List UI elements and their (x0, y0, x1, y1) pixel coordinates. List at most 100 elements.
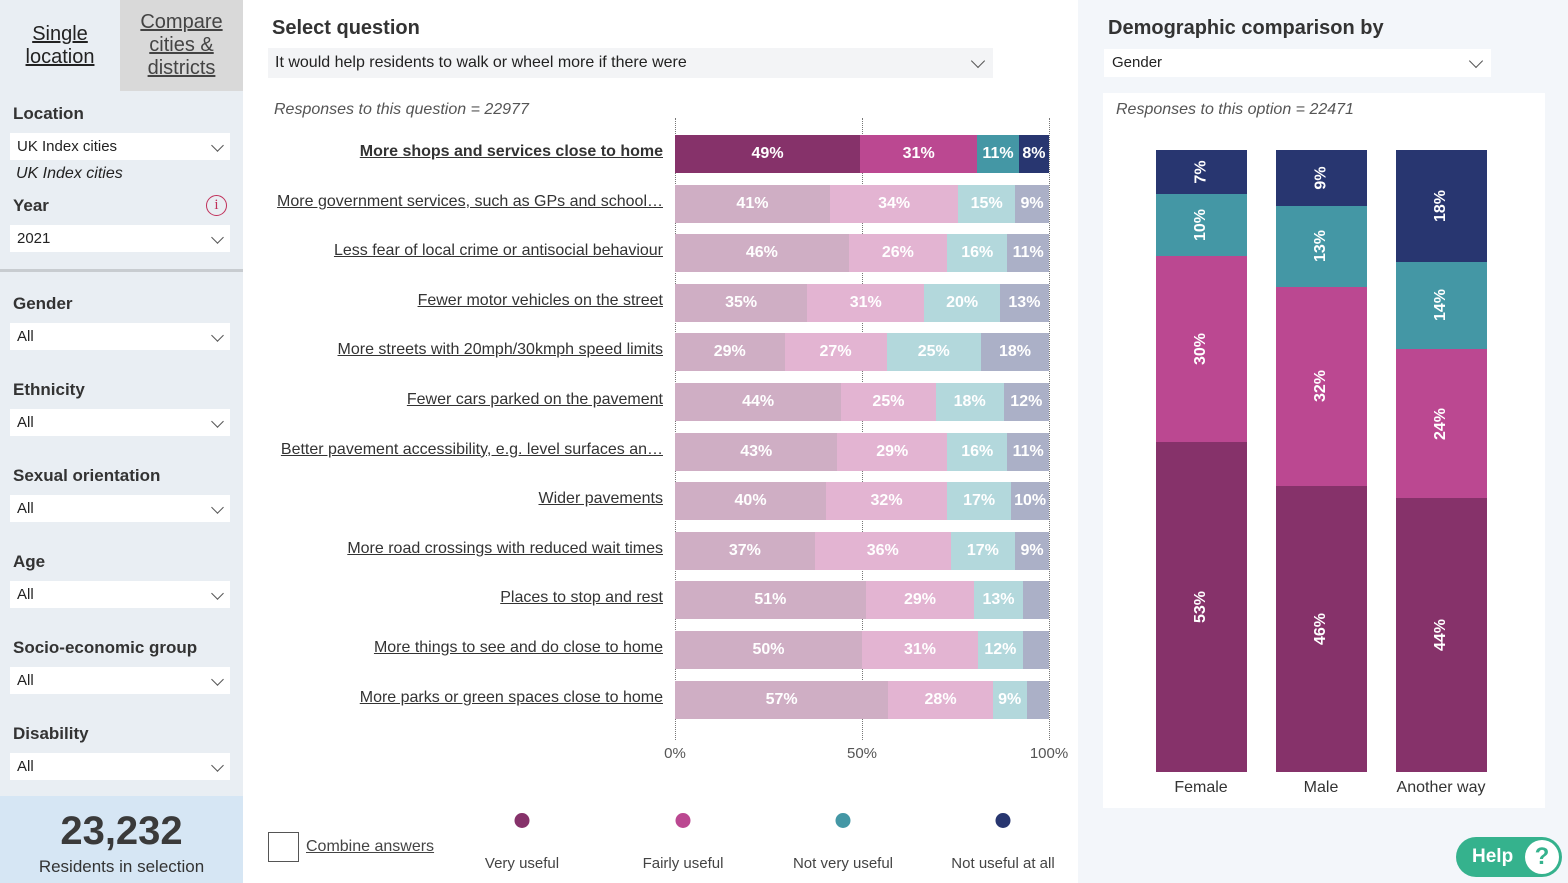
column-data-label: 9% (1312, 166, 1330, 190)
bar-segment[interactable]: 57% (675, 680, 889, 719)
bar-segment[interactable]: 8% (1018, 135, 1049, 173)
bar-segment[interactable]: 13% (999, 283, 1049, 322)
bar-segment[interactable]: 12% (977, 631, 1023, 669)
bar-segment[interactable]: 15% (958, 184, 1015, 223)
column-segment[interactable]: 44% (1396, 498, 1487, 772)
column-segment[interactable]: 10% (1156, 193, 1247, 256)
bar-segment[interactable]: 9% (992, 680, 1027, 719)
bar-segment[interactable]: 35% (675, 283, 808, 322)
column-segment[interactable]: 24% (1396, 349, 1487, 499)
sexual-orientation-select[interactable]: All (10, 495, 230, 522)
help-button[interactable]: Help ? (1456, 837, 1562, 877)
bar-segment[interactable]: 37% (675, 531, 815, 570)
bar-segment[interactable]: 31% (862, 631, 978, 669)
bar-segment[interactable]: 29% (865, 581, 975, 620)
legend-dot (514, 813, 530, 828)
bar-segment[interactable]: 36% (814, 531, 951, 570)
bar-segment[interactable]: 29% (837, 432, 947, 471)
column-segment[interactable]: 9% (1276, 150, 1367, 206)
row-label[interactable]: More things to see and do close to home (373, 639, 663, 656)
column-segment[interactable]: 18% (1396, 150, 1487, 262)
bar-segment[interactable]: 11% (1007, 432, 1049, 471)
bar-data-label: 27% (819, 343, 852, 361)
bar-segment[interactable]: 40% (675, 482, 827, 521)
bar-segment[interactable]: 27% (784, 333, 887, 372)
bar-segment[interactable]: 18% (981, 333, 1049, 372)
year-select[interactable]: 2021 (10, 225, 230, 252)
bar-segment[interactable]: 41% (675, 184, 830, 223)
chevron-down-icon (211, 587, 224, 600)
bar-segment[interactable]: 31% (860, 135, 978, 173)
bar-segment[interactable]: 26% (848, 234, 947, 273)
bar-segment[interactable] (1022, 631, 1049, 669)
bar-segment[interactable]: 11% (1007, 234, 1049, 273)
row-label[interactable]: Less fear of local crime or antisocial b… (333, 242, 663, 260)
disability-select[interactable]: All (10, 753, 230, 780)
bar-data-label: 31% (849, 293, 882, 311)
bar-segment[interactable]: 44% (675, 383, 842, 421)
bar-segment[interactable] (1022, 581, 1049, 620)
demographic-select[interactable]: Gender (1104, 49, 1491, 77)
column-data-label: 14% (1432, 289, 1450, 322)
age-select[interactable]: All (10, 581, 230, 608)
row-label[interactable]: Wider pavements (538, 490, 664, 508)
bar-segment[interactable]: 17% (947, 482, 1012, 521)
gender-select[interactable]: All (10, 323, 230, 350)
row-label[interactable]: More parks or green spaces close to home (359, 688, 663, 706)
bar-segment[interactable]: 25% (886, 333, 981, 372)
disability-label: Disability (13, 724, 89, 743)
bar-segment[interactable]: 20% (924, 283, 1000, 322)
row-label[interactable]: Places to stop and rest (500, 589, 663, 607)
info-icon[interactable]: i (206, 195, 227, 216)
bar-segment[interactable]: 25% (841, 383, 936, 421)
bar-segment[interactable]: 29% (675, 333, 785, 372)
column-segment[interactable]: 46% (1276, 485, 1367, 772)
bar-segment[interactable]: 11% (977, 135, 1019, 173)
bar-segment[interactable]: 9% (1015, 531, 1049, 570)
bar-segment[interactable]: 32% (826, 482, 947, 521)
sexual-orientation-label: Sexual orientation (13, 466, 161, 485)
column-segment[interactable]: 13% (1276, 205, 1367, 287)
bar-segment[interactable]: 16% (947, 432, 1008, 471)
column-segment[interactable]: 32% (1276, 286, 1367, 486)
bar-segment[interactable]: 10% (1011, 482, 1049, 521)
bar-segment[interactable]: 46% (675, 234, 849, 273)
question-select[interactable]: It would help residents to walk or wheel… (268, 48, 993, 78)
bar-segment[interactable]: 17% (950, 531, 1015, 570)
bar-segment[interactable]: 9% (1015, 184, 1049, 223)
bar-segment[interactable]: 12% (1003, 383, 1049, 421)
column-segment[interactable]: 53% (1156, 442, 1247, 772)
bar-segment[interactable]: 13% (974, 581, 1023, 620)
bar-data-label: 43% (740, 442, 773, 460)
bar-data-label: 46% (745, 244, 778, 262)
location-select[interactable]: UK Index cities (10, 133, 230, 160)
bar-segment[interactable]: 34% (829, 184, 959, 223)
combine-answers-label[interactable]: Combine answers (306, 838, 435, 855)
bar-segment[interactable]: 43% (675, 432, 838, 471)
chevron-down-icon (211, 501, 224, 514)
tab-single-location[interactable]: Single location (25, 23, 95, 68)
row-label[interactable]: More government services, such as GPs an… (277, 192, 663, 210)
column-segment[interactable]: 30% (1156, 255, 1247, 443)
tab-compare-cities[interactable]: Compare cities & districts (120, 0, 243, 91)
bar-segment[interactable]: 18% (935, 383, 1004, 421)
row-label[interactable]: Better pavement accessibility, e.g. leve… (280, 440, 663, 458)
bar-segment[interactable]: 50% (675, 631, 862, 669)
bar-segment[interactable]: 28% (888, 680, 993, 719)
bar-segment[interactable]: 51% (675, 581, 866, 620)
bar-data-label: 13% (1008, 293, 1041, 311)
row-label[interactable]: More road crossings with reduced wait ti… (347, 539, 663, 557)
ethnicity-select[interactable]: All (10, 409, 230, 436)
bar-segment[interactable]: 31% (807, 283, 925, 322)
combine-answers-checkbox[interactable] (268, 832, 299, 862)
row-label[interactable]: More streets with 20mph/30kmph speed lim… (337, 341, 663, 359)
column-segment[interactable]: 14% (1396, 261, 1487, 350)
row-label[interactable]: Fewer motor vehicles on the street (417, 291, 663, 309)
bar-segment[interactable]: 16% (947, 234, 1008, 273)
bar-segment[interactable]: 49% (675, 135, 861, 173)
column-segment[interactable]: 7% (1156, 150, 1247, 194)
row-label[interactable]: More shops and services close to home (359, 143, 663, 160)
row-label[interactable]: Fewer cars parked on the pavement (406, 391, 663, 408)
socio-economic-select[interactable]: All (10, 667, 230, 694)
bar-segment[interactable] (1026, 680, 1049, 719)
